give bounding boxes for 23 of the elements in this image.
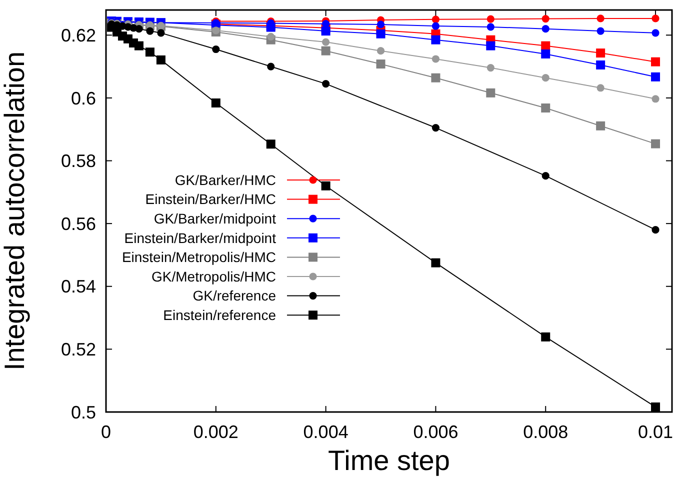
y-tick-label: 0.52 xyxy=(60,339,96,360)
legend-label: Einstein/Barker/HMC xyxy=(145,191,276,208)
legend-label: GK/Metropolis/HMC xyxy=(152,268,276,284)
x-tick-label: 0.002 xyxy=(193,422,238,442)
y-tick-label: 0.56 xyxy=(60,214,96,234)
legend-label: GK/Barker/midpoint xyxy=(154,210,276,226)
x-axis-title: Time step xyxy=(328,445,450,476)
legend-label: Einstein/Metropolis/HMC xyxy=(122,249,276,266)
legend-label: GK/Barker/HMC xyxy=(174,172,276,188)
y-tick-label: 0.54 xyxy=(60,276,96,297)
y-tick-label: 0.62 xyxy=(60,25,96,46)
y-axis-title: Integrated autocorrelation xyxy=(0,51,30,371)
x-tick-label: 0.01 xyxy=(638,422,674,442)
x-tick-label: 0.006 xyxy=(413,422,458,442)
y-tick-label: 0.5 xyxy=(70,402,96,422)
x-tick-label: 0 xyxy=(100,422,112,442)
y-tick-label: 0.58 xyxy=(60,151,96,172)
legend-label: Einstein/reference xyxy=(163,307,276,323)
x-tick-label: 0.004 xyxy=(303,422,348,442)
legend-label: GK/reference xyxy=(192,288,276,304)
legend-label: Einstein/Barker/midpoint xyxy=(124,230,276,246)
x-tick-label: 0.008 xyxy=(523,422,568,442)
y-tick-label: 0.6 xyxy=(70,88,96,108)
